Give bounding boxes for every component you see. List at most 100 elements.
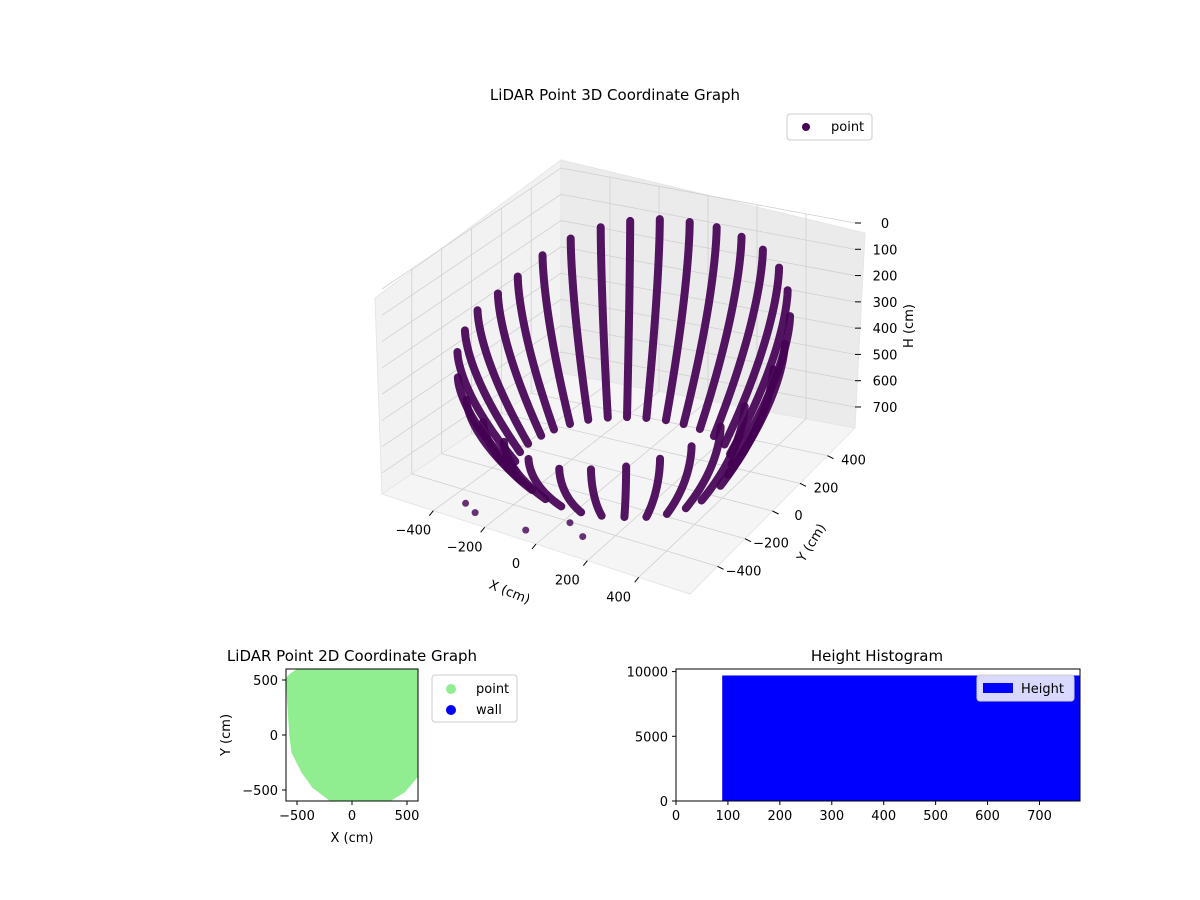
y-tick-label: 500 — [253, 674, 278, 689]
point-strand — [499, 437, 550, 504]
legend-3d-marker — [802, 123, 810, 131]
chart-2d-title: LiDAR Point 2D Coordinate Graph — [227, 647, 477, 665]
point-strand — [620, 462, 631, 522]
axis-3d-x-label: X (cm) — [487, 578, 532, 608]
z-tick-label: 300 — [873, 296, 898, 311]
y-tick-label: 0 — [660, 795, 668, 810]
point-strand — [642, 454, 665, 521]
legend-2d-point-marker — [446, 684, 456, 694]
chart-histogram: Height Histogram 0 100 200 300 400 500 600 7000… — [627, 647, 1081, 824]
point-strand — [679, 223, 721, 429]
point-strand — [493, 289, 546, 440]
z-tick-label: 200 — [873, 270, 898, 285]
axis-3d-z-label: H (cm) — [902, 304, 917, 348]
point-strand — [697, 402, 749, 505]
point-marker — [579, 533, 587, 541]
x-tick — [582, 560, 588, 566]
grid-line — [381, 298, 856, 421]
legend-2d: point wall — [431, 674, 518, 723]
histogram-title: Height Histogram — [811, 647, 943, 665]
point-strand — [473, 306, 533, 448]
z-tick-label: 0 — [881, 217, 889, 232]
x-tick-label: 100 — [716, 809, 741, 824]
x-tick-label: 0 — [672, 809, 680, 824]
x-tick — [531, 543, 537, 550]
y-tick-label: 0 — [270, 729, 278, 744]
point-strand — [695, 232, 746, 433]
ticks-histogram: 0 100 200 300 400 500 600 700 0 5000 10000 — [627, 666, 1052, 824]
x-tick-label: −500 — [279, 809, 315, 824]
axis-2d-y-label: Y (cm) — [219, 714, 234, 757]
x-tick-label: 600 — [975, 809, 1000, 824]
x-tick-label: 400 — [606, 590, 631, 605]
chart-2d: LiDAR Point 2D Coordinate Graph −500 0 500… — [219, 647, 518, 846]
point-strand — [642, 215, 664, 422]
point-strand — [709, 245, 767, 441]
ticks-2d: −500 0 500 −500 0 500 — [242, 674, 419, 824]
point-strand — [720, 263, 784, 449]
point-marker — [462, 499, 470, 507]
z-tick-label: 100 — [873, 243, 898, 258]
point-strand — [555, 464, 586, 517]
point-strand — [716, 365, 778, 490]
y-tick — [827, 455, 834, 460]
legend-hist-label: Height — [1021, 682, 1064, 697]
grid-line — [381, 193, 856, 316]
grid-line — [531, 392, 828, 457]
axis-3d-y-label: Y (cm) — [794, 521, 830, 565]
legend-histogram: Height — [976, 674, 1075, 702]
point-strand — [524, 454, 566, 511]
point-cloud-2d-region — [286, 669, 418, 801]
x-tick-label: 200 — [767, 809, 792, 824]
plot-frame-hist — [675, 668, 1081, 802]
legend-3d: point — [786, 113, 873, 141]
y-tick-label: −200 — [753, 537, 789, 552]
y-tick — [772, 510, 779, 515]
y-tick — [744, 538, 752, 543]
y-tick-label: −500 — [242, 784, 278, 799]
z-tick-label: 700 — [873, 401, 898, 416]
z-tick-label: 600 — [873, 375, 898, 390]
chart-3d: LiDAR Point 3D Coordinate Graph −400 −200… — [374, 86, 917, 608]
y-tick-label: −400 — [726, 564, 762, 579]
point-marker — [566, 519, 574, 527]
point-strand — [460, 326, 525, 457]
z-tick-label: 400 — [873, 322, 898, 337]
x-tick-label: 0 — [348, 809, 356, 824]
legend-hist-swatch — [983, 683, 1013, 693]
z-tick-label: 500 — [873, 348, 898, 363]
x-tick-label: 300 — [819, 809, 844, 824]
x-tick-label: −200 — [447, 540, 483, 555]
grid-line — [471, 433, 773, 512]
y-tick-label: 200 — [814, 481, 839, 496]
y-tick-label: 10000 — [627, 666, 668, 681]
legend-3d-label: point — [831, 120, 864, 135]
point-strand — [596, 223, 612, 422]
point-strand — [586, 465, 606, 520]
legend-2d-wall-label: wall — [476, 703, 502, 718]
axes-3d: −400−2000200400−400−20002004000100200300… — [395, 217, 897, 605]
point-strand — [681, 422, 725, 513]
point-strand — [662, 442, 696, 518]
x-tick-label: 400 — [871, 809, 896, 824]
point-marker — [522, 526, 530, 534]
x-tick-label: 500 — [923, 809, 948, 824]
x-tick — [428, 510, 434, 516]
grid-line — [381, 220, 856, 342]
point-strand — [513, 272, 558, 434]
x-tick-label: 500 — [395, 809, 420, 824]
point-strand — [623, 216, 635, 422]
grid-line — [411, 473, 718, 567]
grid-line — [381, 351, 856, 474]
grid-line — [381, 167, 856, 290]
chart-3d-title: LiDAR Point 3D Coordinate Graph — [490, 86, 740, 104]
x-tick-label: 0 — [512, 557, 520, 572]
legend-2d-point-label: point — [476, 682, 509, 697]
x-tick — [634, 577, 640, 583]
point-cloud-3d — [453, 215, 795, 541]
point-strand — [566, 234, 593, 424]
legend-2d-wall-marker — [446, 705, 456, 715]
y-tick — [799, 482, 807, 487]
x-tick-label: 200 — [555, 574, 580, 589]
